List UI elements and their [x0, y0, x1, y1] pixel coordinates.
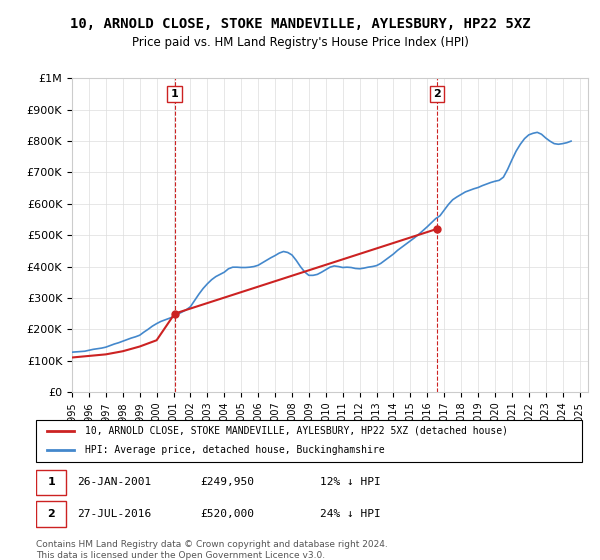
FancyBboxPatch shape [36, 501, 66, 526]
Text: 10, ARNOLD CLOSE, STOKE MANDEVILLE, AYLESBURY, HP22 5XZ: 10, ARNOLD CLOSE, STOKE MANDEVILLE, AYLE… [70, 17, 530, 31]
Text: 1: 1 [171, 89, 179, 99]
Text: 26-JAN-2001: 26-JAN-2001 [77, 477, 151, 487]
Text: £249,950: £249,950 [200, 477, 254, 487]
Text: 1: 1 [47, 477, 55, 487]
Text: 10, ARNOLD CLOSE, STOKE MANDEVILLE, AYLESBURY, HP22 5XZ (detached house): 10, ARNOLD CLOSE, STOKE MANDEVILLE, AYLE… [85, 426, 508, 436]
Text: 2: 2 [47, 509, 55, 519]
Text: HPI: Average price, detached house, Buckinghamshire: HPI: Average price, detached house, Buck… [85, 445, 385, 455]
Text: 27-JUL-2016: 27-JUL-2016 [77, 509, 151, 519]
FancyBboxPatch shape [36, 420, 582, 462]
Text: 24% ↓ HPI: 24% ↓ HPI [320, 509, 380, 519]
Text: 12% ↓ HPI: 12% ↓ HPI [320, 477, 380, 487]
FancyBboxPatch shape [36, 469, 66, 495]
Text: £520,000: £520,000 [200, 509, 254, 519]
Text: Contains HM Land Registry data © Crown copyright and database right 2024.
This d: Contains HM Land Registry data © Crown c… [36, 540, 388, 560]
Text: Price paid vs. HM Land Registry's House Price Index (HPI): Price paid vs. HM Land Registry's House … [131, 36, 469, 49]
Text: 2: 2 [433, 89, 441, 99]
